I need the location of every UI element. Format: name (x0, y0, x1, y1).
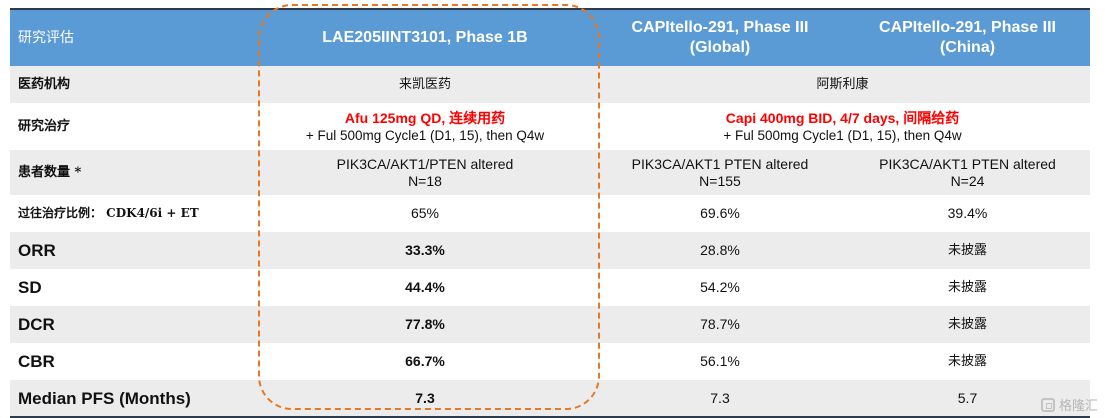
row-org: 医药机构 来凯医药 阿斯利康 (10, 66, 1090, 103)
row-treatment-capi: Capi 400mg BID, 4/7 days, 间隔给药 + Ful 500… (595, 103, 1090, 150)
row-sd-global: 54.2% (700, 279, 740, 295)
row-pfs-global: 7.3 (710, 389, 730, 406)
header-capi-global: CAPItello-291, Phase III (Global) (595, 10, 845, 66)
row-treatment-label: 研究治疗 (18, 119, 71, 134)
row-cbr-china: 未披露 (947, 354, 987, 369)
gelonghui-logo-icon (1040, 397, 1055, 412)
row-cbr-global: 56.1% (700, 353, 740, 369)
row-orr: ORR 33.3% 28.8% 未披露 (10, 232, 1090, 269)
row-cbr-lae: 66.7% (405, 353, 445, 369)
row-patients-label: 患者数量 * (18, 165, 82, 180)
row-sd-lae: 44.4% (405, 279, 445, 295)
row-org-lae: 来凯医药 (398, 77, 451, 92)
watermark: 格隆汇 (1040, 395, 1098, 414)
row-cbr: CBR 66.7% 56.1% 未披露 (10, 343, 1090, 380)
row-orr-global: 28.8% (700, 242, 740, 258)
row-prior-global: 69.6% (700, 205, 740, 221)
treatment-capi-regimen: Capi 400mg BID, 4/7 days, 间隔给药 (725, 109, 960, 126)
row-prior-lae: 65% (410, 205, 440, 221)
patients-china-population: PIK3CA/AKT1 PTEN altered (879, 155, 1056, 172)
row-pfs-label: Median PFS (Months) (18, 388, 191, 408)
row-treatment: 研究治疗 Afu 125mg QD, 连续用药 + Ful 500mg Cycl… (10, 103, 1090, 150)
row-sd: SD 44.4% 54.2% 未披露 (10, 269, 1090, 306)
row-orr-lae: 33.3% (405, 242, 445, 258)
row-sd-label: SD (18, 278, 42, 297)
patients-china-n: N=24 (950, 172, 985, 189)
row-patients-global: PIK3CA/AKT1 PTEN altered N=155 (595, 150, 845, 195)
header-capi-china: CAPItello-291, Phase III (China) (845, 10, 1090, 66)
header-label: 研究评估 (18, 30, 74, 46)
row-prior-therapy: 过往治疗比例： CDK4/6i + ET 65% 69.6% 39.4% (10, 195, 1090, 232)
row-patients-china: PIK3CA/AKT1 PTEN altered N=24 (845, 150, 1090, 195)
row-orr-label: ORR (18, 241, 56, 260)
patients-lae-n: N=18 (408, 172, 442, 189)
header-capi-global-title: CAPItello-291, Phase III (631, 19, 809, 36)
header-capi-china-region: (China) (939, 39, 996, 56)
row-pfs-lae: 7.3 (415, 389, 435, 406)
header-capi-china-title: CAPItello-291, Phase III (879, 19, 1056, 36)
row-org-label: 医药机构 (18, 77, 71, 92)
row-sd-china: 未披露 (947, 280, 987, 295)
patients-global-population: PIK3CA/AKT1 PTEN altered (631, 155, 809, 172)
treatment-lae-combo: + Ful 500mg Cycle1 (D1, 15), then Q4w (305, 127, 545, 143)
treatment-lae-regimen: Afu 125mg QD, 连续用药 (344, 109, 506, 126)
patients-lae-population: PIK3CA/AKT1/PTEN altered (336, 155, 514, 172)
row-pfs-china: 5.7 (957, 389, 978, 406)
row-dcr-label: DCR (18, 315, 55, 334)
row-cbr-label: CBR (18, 352, 55, 371)
row-pfs: Median PFS (Months) 7.3 7.3 5.7 (10, 380, 1090, 418)
row-patients: 患者数量 * PIK3CA/AKT1/PTEN altered N=18 PIK… (10, 150, 1090, 195)
comparison-table: 研究评估 LAE205IINT3101, Phase 1B CAPItello-… (10, 8, 1090, 418)
header-capi-global-region: (Global) (689, 39, 751, 56)
row-patients-lae: PIK3CA/AKT1/PTEN altered N=18 (255, 150, 595, 195)
row-treatment-lae: Afu 125mg QD, 连续用药 + Ful 500mg Cycle1 (D… (255, 103, 595, 150)
treatment-capi-combo: + Ful 500mg Cycle1 (D1, 15), then Q4w (723, 127, 962, 143)
header-lae-title: LAE205IINT3101, Phase 1B (322, 29, 528, 46)
watermark-text: 格隆汇 (1058, 399, 1098, 414)
row-prior-china: 39.4% (947, 205, 988, 221)
row-dcr-global: 78.7% (700, 316, 740, 332)
row-orr-china: 未披露 (947, 243, 987, 258)
row-prior-label: 过往治疗比例： CDK4/6i + ET (18, 206, 199, 220)
table-header: 研究评估 LAE205IINT3101, Phase 1B CAPItello-… (10, 8, 1090, 66)
patients-global-n: N=155 (699, 172, 741, 189)
row-dcr-china: 未披露 (947, 317, 987, 332)
row-org-capi: 阿斯利康 (816, 77, 869, 92)
row-dcr-lae: 77.8% (405, 316, 445, 332)
row-dcr: DCR 77.8% 78.7% 未披露 (10, 306, 1090, 343)
header-lae: LAE205IINT3101, Phase 1B (255, 10, 595, 66)
